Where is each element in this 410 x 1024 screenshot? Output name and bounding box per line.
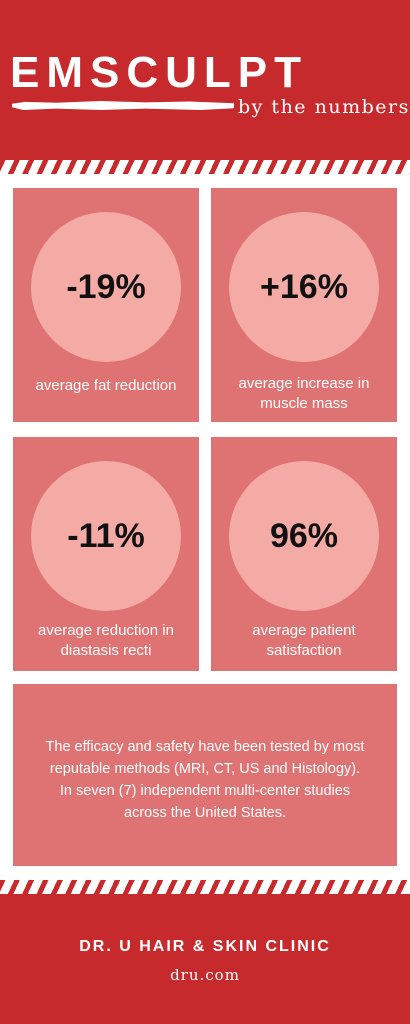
stat-label: average reduction in diastasis recti — [38, 622, 174, 659]
stat-value: -19% — [66, 267, 146, 306]
stat-value: 96% — [269, 516, 339, 555]
brush-underline — [12, 101, 234, 110]
header-banner: EMSCULPT by the numbers — [0, 0, 410, 160]
stat-label: average increase in muscle mass — [238, 375, 370, 412]
stripe-divider-bottom — [0, 880, 410, 894]
stat-card-diastasis-recti: -11% average reduction in diastasis rect… — [13, 437, 199, 671]
clinic-name: DR. U HAIR & SKIN CLINIC — [79, 938, 331, 955]
stat-circle: -11% — [31, 461, 181, 611]
stat-circle: 96% — [229, 461, 379, 611]
stat-value: +16% — [260, 267, 348, 306]
page-subtitle: by the numbers — [238, 96, 410, 118]
stat-label: average fat reduction — [35, 377, 177, 394]
info-card: The efficacy and safety have been tested… — [13, 684, 397, 866]
clinic-url[interactable]: dru.com — [170, 966, 240, 984]
stat-card-muscle-mass: +16% average increase in muscle mass — [211, 188, 397, 422]
stat-label: average patient satisfaction — [252, 622, 356, 659]
stat-circle: +16% — [229, 212, 379, 362]
footer-banner: DR. U HAIR & SKIN CLINIC dru.com — [0, 894, 410, 1024]
info-text: The efficacy and safety have been tested… — [45, 739, 365, 821]
stat-card-patient-satisfaction: 96% average patient satisfaction — [211, 437, 397, 671]
page-title: EMSCULPT — [10, 48, 308, 97]
stat-circle: -19% — [31, 212, 181, 362]
stat-value: -11% — [67, 516, 145, 555]
stripe-divider-top — [0, 160, 410, 174]
stat-card-fat-reduction: -19% average fat reduction — [13, 188, 199, 422]
